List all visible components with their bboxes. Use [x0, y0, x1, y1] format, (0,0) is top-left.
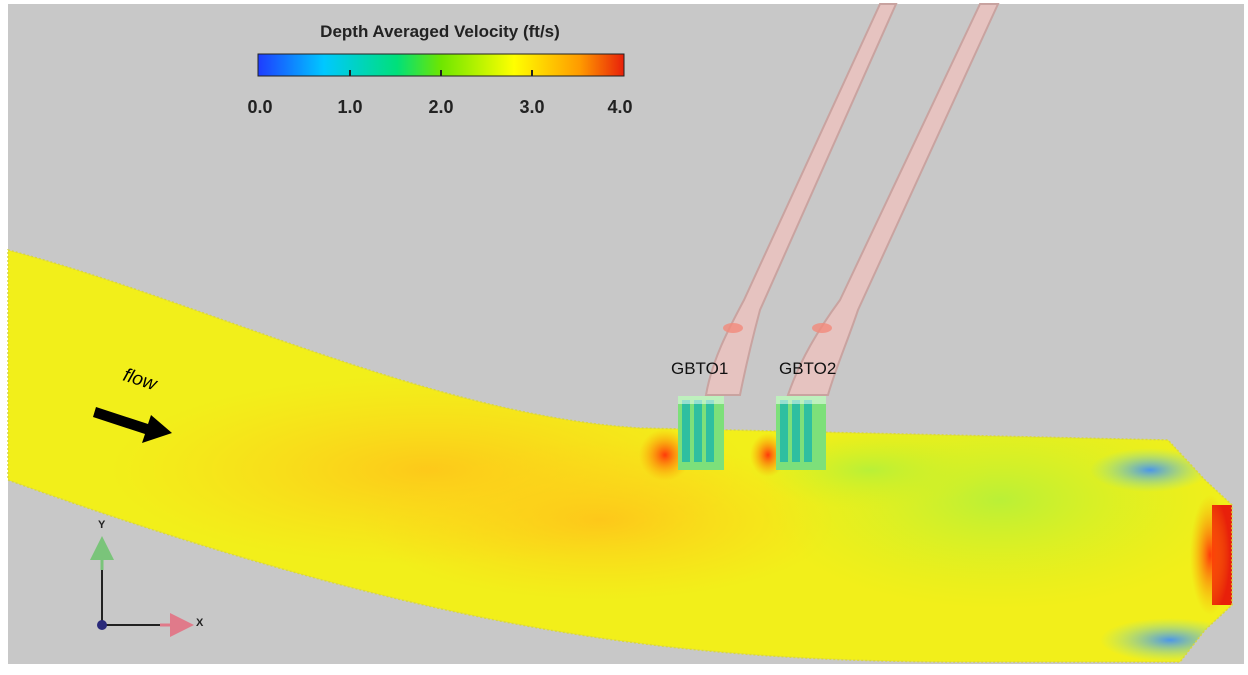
- axis-origin: [97, 620, 107, 630]
- colorbar-tick-label: 0.0: [247, 97, 272, 117]
- gbto1-label: GBTO1: [671, 359, 728, 378]
- bypass-pipes: [704, 3, 1000, 396]
- colorbar-tick-label: 2.0: [428, 97, 453, 117]
- gbto1-structure: [678, 396, 724, 470]
- y-axis-label: Y: [98, 519, 106, 531]
- gbto2-structure: [776, 396, 826, 470]
- colorbar-title: Depth Averaged Velocity (ft/s): [320, 22, 560, 41]
- flow-arrow-icon: [93, 407, 172, 443]
- gbto2-label: GBTO2: [779, 359, 836, 378]
- colorbar-tick-label: 4.0: [607, 97, 632, 117]
- axis-triad: Y X: [90, 519, 204, 637]
- x-axis-label: X: [196, 617, 204, 629]
- channel-velocity-field: [7, 249, 1233, 663]
- colorbar-tick-label: 3.0: [519, 97, 544, 117]
- colorbar: Depth Averaged Velocity (ft/s) 0.0 1.0 2…: [247, 22, 632, 117]
- colorbar-tick-label: 1.0: [337, 97, 362, 117]
